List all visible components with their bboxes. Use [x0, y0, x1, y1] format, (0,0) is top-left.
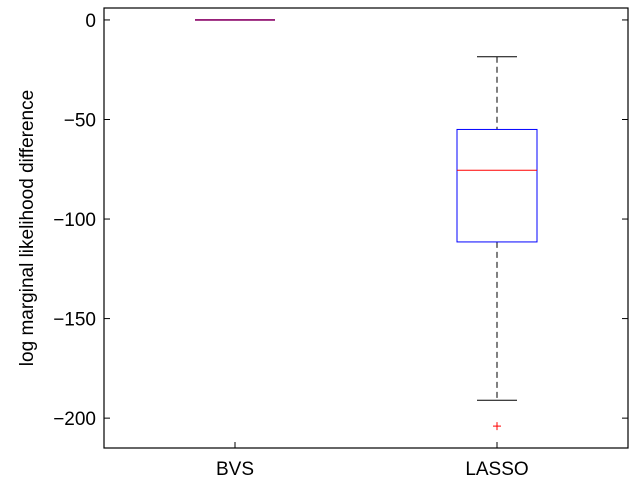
y-tick-label: −150: [53, 310, 96, 331]
y-axis-label: log marginal likelihood difference: [17, 90, 38, 366]
y-tick-label: 0: [85, 11, 96, 32]
x-tick-label: BVS: [216, 459, 254, 479]
plot-frame: [103, 7, 629, 449]
box-lasso: [456, 56, 538, 431]
chart-marks: [195, 19, 538, 431]
outlier-point: [493, 422, 501, 431]
y-axis: 0 −50 −100 −150 −200: [53, 11, 628, 430]
x-tick-label: LASSO: [465, 459, 528, 479]
y-tick-label: −100: [53, 210, 96, 231]
x-axis: BVS LASSO: [216, 442, 529, 479]
iqr-box: [456, 128, 538, 243]
y-tick-label: −50: [64, 110, 96, 131]
y-tick-label: −200: [53, 409, 96, 430]
